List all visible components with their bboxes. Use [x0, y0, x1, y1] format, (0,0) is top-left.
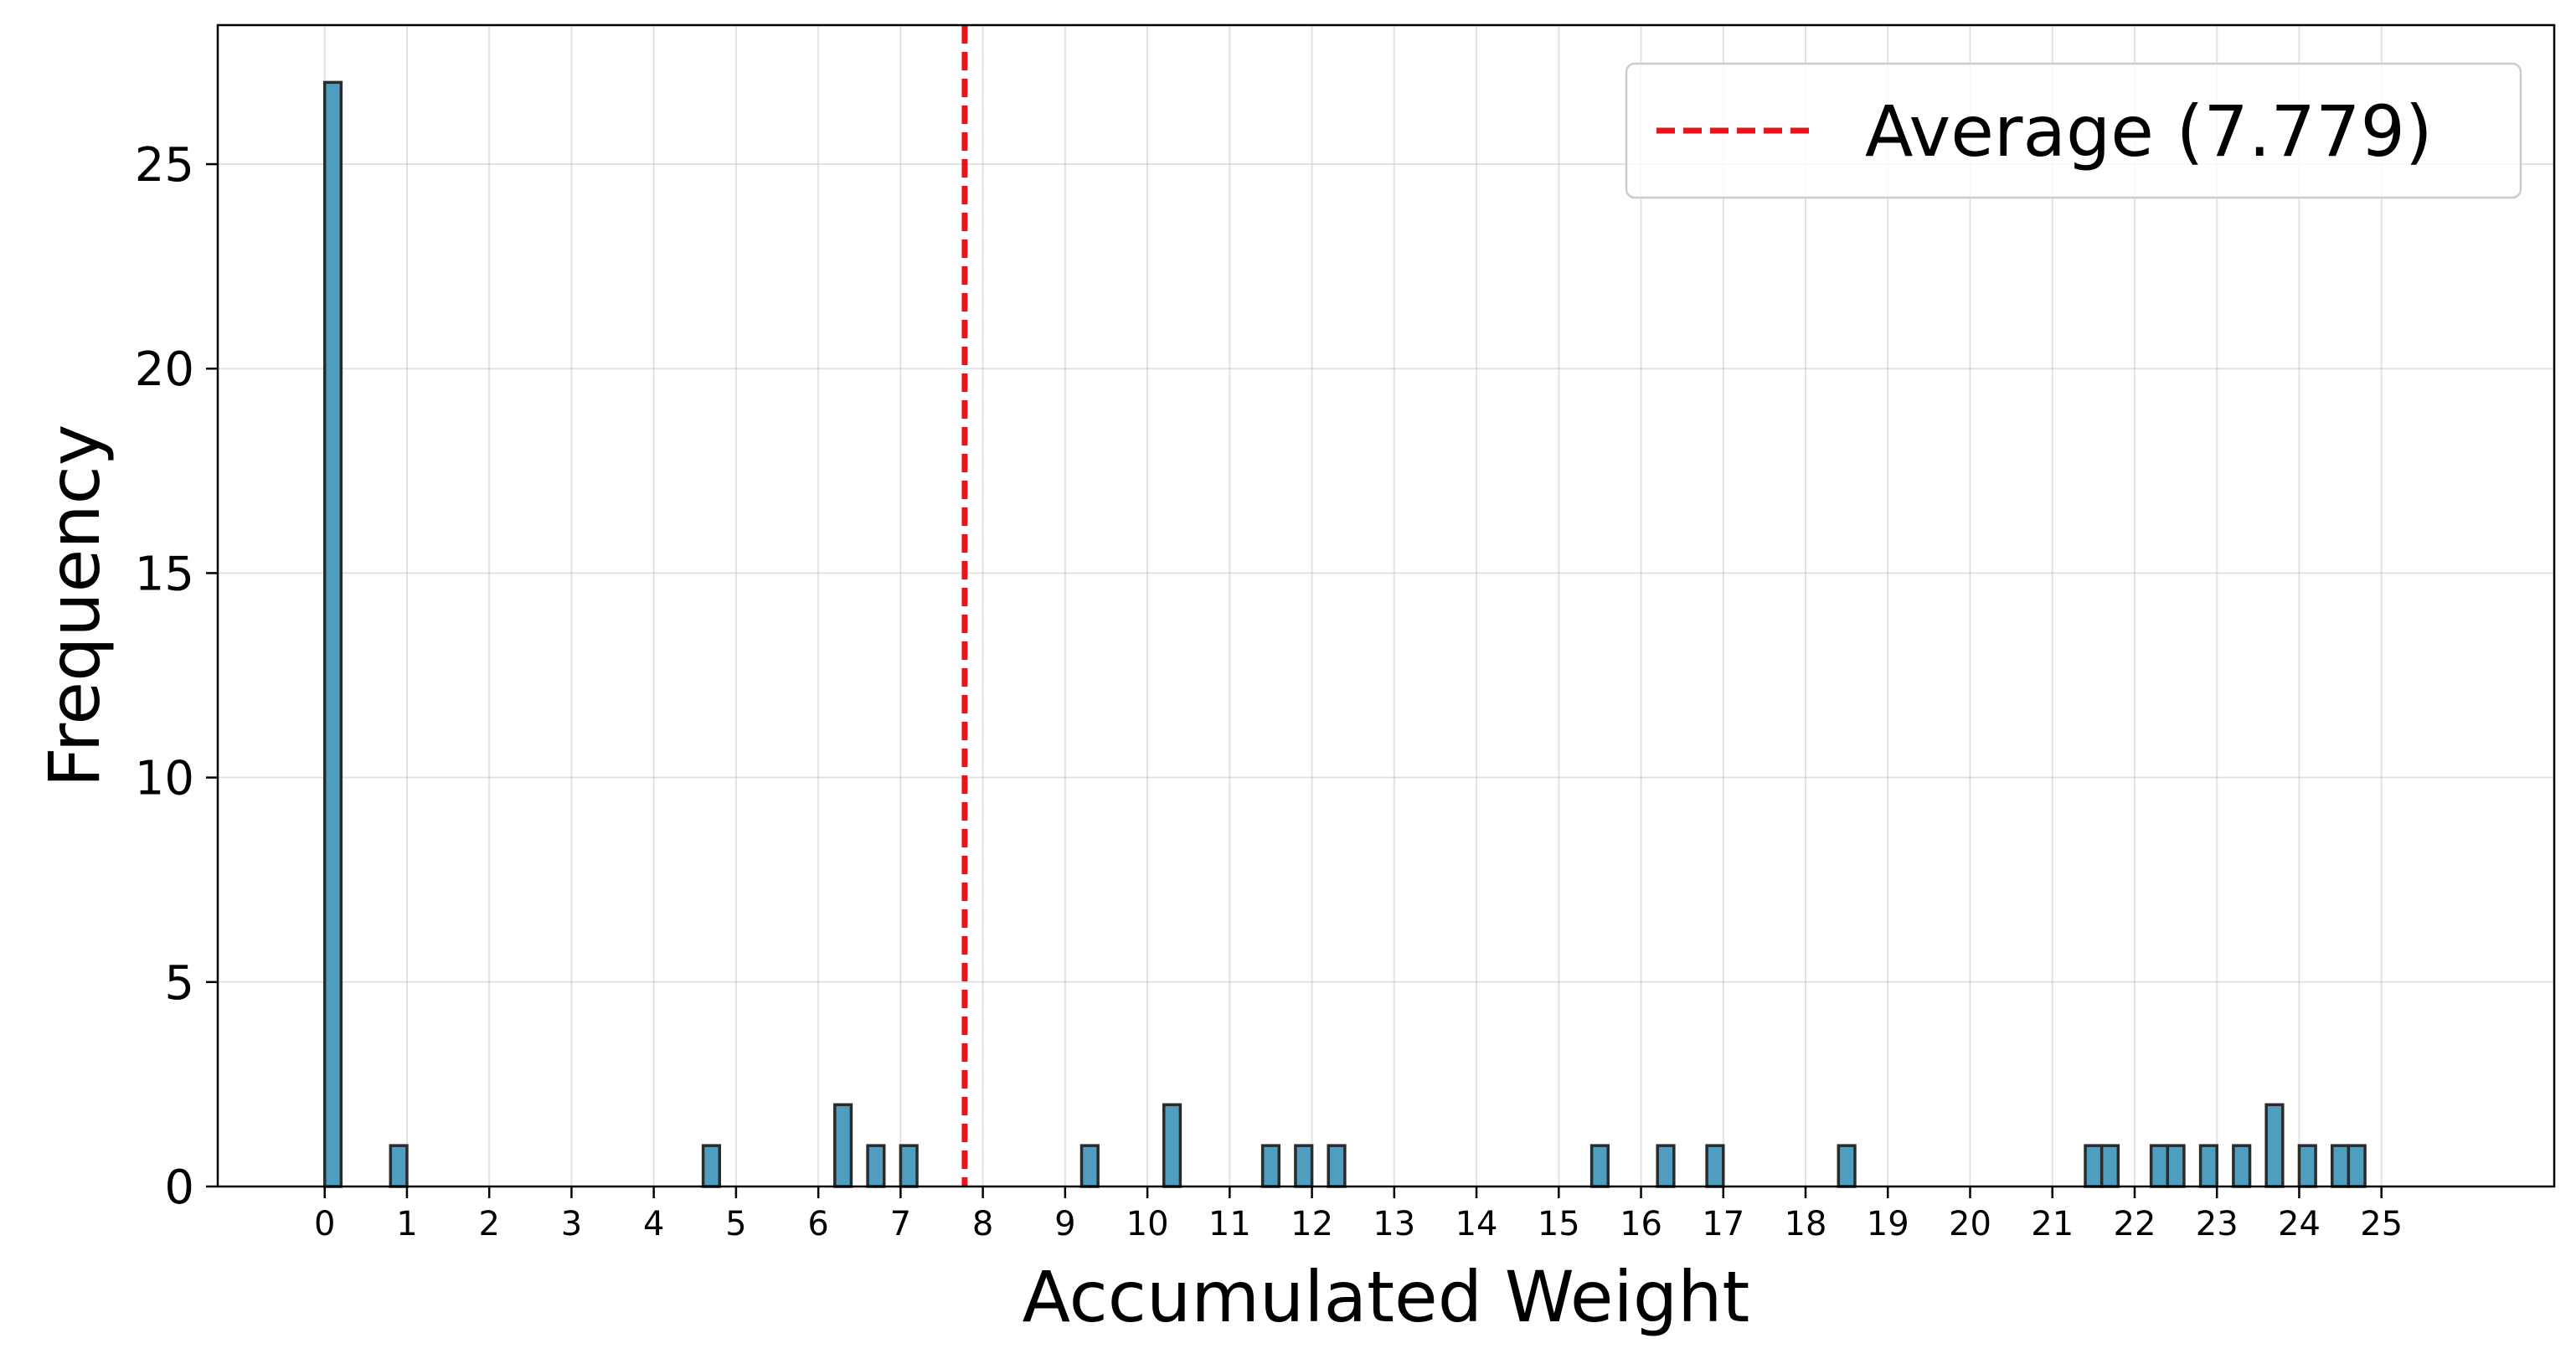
histogram-bar [1294, 1144, 1314, 1188]
x-tick-label: 12 [1291, 1205, 1333, 1243]
histogram-bar [899, 1144, 919, 1188]
x-tick-label: 17 [1702, 1205, 1744, 1243]
x-tick-label: 1 [396, 1205, 417, 1243]
x-tick-label: 14 [1455, 1205, 1498, 1243]
x-tick-label: 20 [1949, 1205, 1991, 1243]
histogram-bar [2331, 1144, 2351, 1188]
y-axis-label: Frequency [33, 425, 116, 788]
x-tick-label: 6 [807, 1205, 828, 1243]
histogram-bar [1079, 1144, 1100, 1188]
histogram-bar [2166, 1144, 2186, 1188]
histogram-bar [2347, 1144, 2367, 1188]
histogram-bar [1837, 1144, 1857, 1188]
histogram-bar [2149, 1144, 2170, 1188]
histogram-bar [2264, 1103, 2285, 1188]
y-axis-ticks: 0 5 10 15 20 25 [135, 138, 218, 1215]
grid-lines [218, 25, 2554, 1187]
x-tick-label: 19 [1867, 1205, 1909, 1243]
histogram-bar [389, 1144, 409, 1188]
x-tick-label: 23 [2196, 1205, 2239, 1243]
histogram-bar [833, 1103, 853, 1188]
x-tick-label: 15 [1538, 1205, 1580, 1243]
histogram-bar [2084, 1144, 2104, 1188]
x-tick-label: 0 [314, 1205, 335, 1243]
plot-frame [216, 23, 2556, 1188]
legend-box [1625, 62, 2522, 199]
legend: Average (7.779) [1625, 62, 2522, 199]
x-tick-label: 22 [2114, 1205, 2156, 1243]
x-tick-label: 3 [561, 1205, 582, 1243]
x-tick-label: 25 [2360, 1205, 2403, 1243]
histogram-bars [322, 80, 2367, 1188]
x-tick-label: 24 [2278, 1205, 2321, 1243]
y-tick-label: 5 [164, 956, 194, 1011]
histogram-bar [2099, 1144, 2120, 1188]
histogram-bar [2232, 1144, 2252, 1188]
x-tick-label: 18 [1785, 1205, 1827, 1243]
histogram-bar [1656, 1144, 1676, 1188]
y-tick-label: 10 [135, 752, 194, 806]
histogram-bar [866, 1144, 886, 1188]
x-tick-label: 4 [643, 1205, 664, 1243]
x-axis-label: Accumulated Weight [1023, 1256, 1750, 1338]
x-tick-label: 2 [478, 1205, 499, 1243]
histogram-bar [1162, 1103, 1182, 1188]
histogram-bar [1327, 1144, 1347, 1188]
legend-label-average: Average (7.779) [1865, 90, 2433, 172]
x-tick-label: 8 [972, 1205, 993, 1243]
y-tick-label: 15 [135, 547, 194, 601]
histogram-bar [1589, 1144, 1610, 1188]
histogram-bar [322, 80, 343, 1188]
y-tick-label: 25 [135, 138, 194, 193]
x-tick-label: 9 [1054, 1205, 1075, 1243]
histogram-bar [701, 1144, 722, 1188]
histogram-bar [1260, 1144, 1281, 1188]
x-tick-label: 7 [890, 1205, 911, 1243]
x-tick-label: 11 [1208, 1205, 1251, 1243]
histogram-bar [1705, 1144, 1725, 1188]
x-tick-label: 21 [2031, 1205, 2074, 1243]
y-tick-label: 20 [135, 342, 194, 397]
histogram-bar [2297, 1144, 2317, 1188]
x-tick-label: 13 [1373, 1205, 1415, 1243]
x-tick-label: 5 [725, 1205, 746, 1243]
histogram-bar [2198, 1144, 2218, 1188]
y-tick-label: 0 [164, 1161, 194, 1215]
x-tick-label: 10 [1126, 1205, 1169, 1243]
x-axis-ticks: 0 1 2 3 4 5 6 7 8 9 10 11 12 13 14 15 16 17 18 19 20 21 22 23 24… [314, 1186, 2403, 1243]
x-tick-label: 16 [1620, 1205, 1662, 1243]
